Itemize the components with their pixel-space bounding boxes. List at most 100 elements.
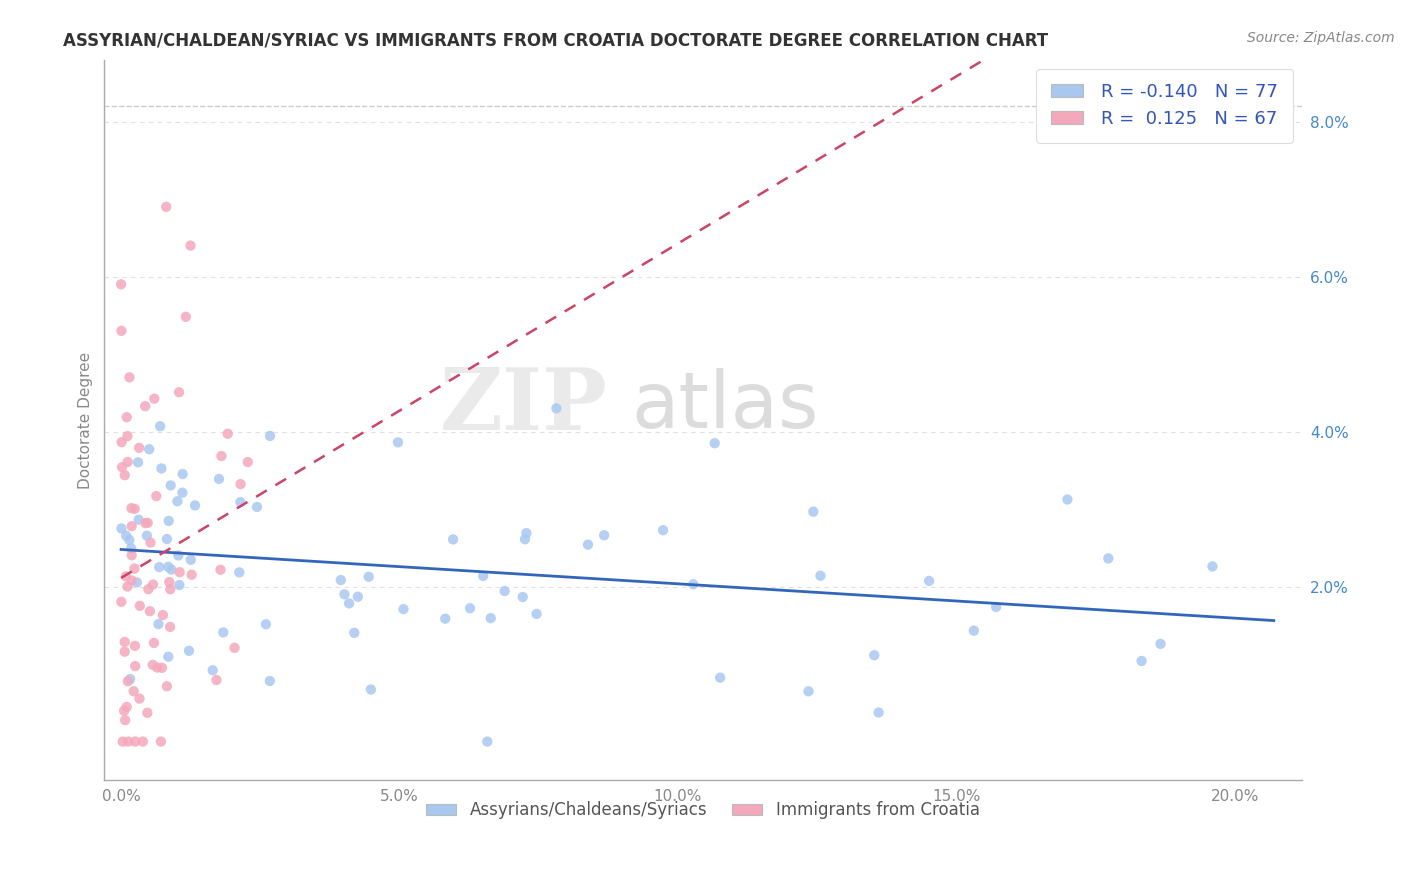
Point — [180, 567, 202, 582]
Point — [134, 399, 156, 413]
Point — [211, 449, 233, 463]
Point — [125, 575, 148, 590]
Point — [337, 596, 360, 610]
Text: atlas: atlas — [631, 368, 818, 443]
Point — [143, 392, 166, 406]
Point — [254, 617, 277, 632]
Point — [229, 495, 252, 509]
Point — [114, 645, 136, 659]
Point — [224, 640, 246, 655]
Point — [868, 706, 890, 720]
Point — [117, 455, 139, 469]
Point — [434, 612, 457, 626]
Point — [1097, 551, 1119, 566]
Point — [228, 566, 250, 580]
Point — [472, 569, 495, 583]
Point — [208, 472, 231, 486]
Point — [458, 601, 481, 615]
Point — [513, 533, 536, 547]
Point — [142, 577, 165, 591]
Point — [1056, 492, 1078, 507]
Point — [357, 570, 380, 584]
Point — [918, 574, 941, 588]
Point — [360, 682, 382, 697]
Y-axis label: Doctorate Degree: Doctorate Degree — [79, 351, 93, 489]
Text: ZIP: ZIP — [440, 364, 607, 448]
Point — [117, 580, 139, 594]
Point — [115, 529, 138, 543]
Point — [259, 673, 281, 688]
Point — [166, 494, 188, 508]
Point — [392, 602, 415, 616]
Point — [145, 489, 167, 503]
Point — [157, 649, 180, 664]
Point — [217, 426, 239, 441]
Point — [157, 559, 180, 574]
Point — [118, 370, 141, 384]
Point — [515, 526, 537, 541]
Point — [155, 200, 177, 214]
Point — [136, 582, 159, 597]
Point — [526, 607, 548, 621]
Point — [1130, 654, 1153, 668]
Point — [576, 538, 599, 552]
Point — [121, 519, 143, 533]
Point — [329, 573, 352, 587]
Point — [441, 533, 464, 547]
Point — [259, 429, 281, 443]
Point — [172, 485, 194, 500]
Point — [111, 460, 134, 475]
Point — [114, 713, 136, 727]
Point — [128, 513, 150, 527]
Point — [180, 238, 202, 252]
Point — [863, 648, 886, 663]
Point — [212, 625, 235, 640]
Point — [115, 410, 138, 425]
Point — [111, 734, 134, 748]
Point — [118, 533, 141, 548]
Point — [797, 684, 820, 698]
Point — [142, 636, 165, 650]
Point — [184, 499, 207, 513]
Point — [546, 401, 568, 416]
Point — [139, 604, 162, 618]
Point — [512, 590, 534, 604]
Point — [122, 684, 145, 698]
Point — [148, 617, 170, 632]
Point — [139, 535, 162, 549]
Text: ASSYRIAN/CHALDEAN/SYRIAC VS IMMIGRANTS FROM CROATIA DOCTORATE DEGREE CORRELATION: ASSYRIAN/CHALDEAN/SYRIAC VS IMMIGRANTS F… — [63, 31, 1049, 49]
Point — [124, 734, 146, 748]
Point — [142, 657, 165, 672]
Point — [652, 523, 675, 537]
Point — [1149, 637, 1171, 651]
Point — [138, 442, 160, 457]
Point — [167, 549, 190, 563]
Point — [180, 553, 202, 567]
Point — [128, 599, 150, 613]
Point — [152, 608, 174, 623]
Point — [124, 501, 146, 516]
Point — [128, 691, 150, 706]
Point — [114, 635, 136, 649]
Point — [135, 529, 157, 543]
Point — [149, 419, 172, 434]
Point — [110, 521, 132, 535]
Point — [347, 590, 370, 604]
Point — [156, 679, 179, 693]
Point — [159, 478, 181, 492]
Point — [801, 505, 824, 519]
Point — [110, 277, 132, 292]
Point — [169, 578, 191, 592]
Point — [703, 436, 725, 450]
Point — [117, 674, 139, 689]
Point — [159, 620, 181, 634]
Point — [120, 501, 142, 516]
Point — [201, 663, 224, 677]
Point — [156, 532, 179, 546]
Text: Source: ZipAtlas.com: Source: ZipAtlas.com — [1247, 31, 1395, 45]
Point — [209, 563, 232, 577]
Point — [963, 624, 986, 638]
Point — [387, 435, 409, 450]
Point — [150, 661, 173, 675]
Point — [111, 435, 134, 450]
